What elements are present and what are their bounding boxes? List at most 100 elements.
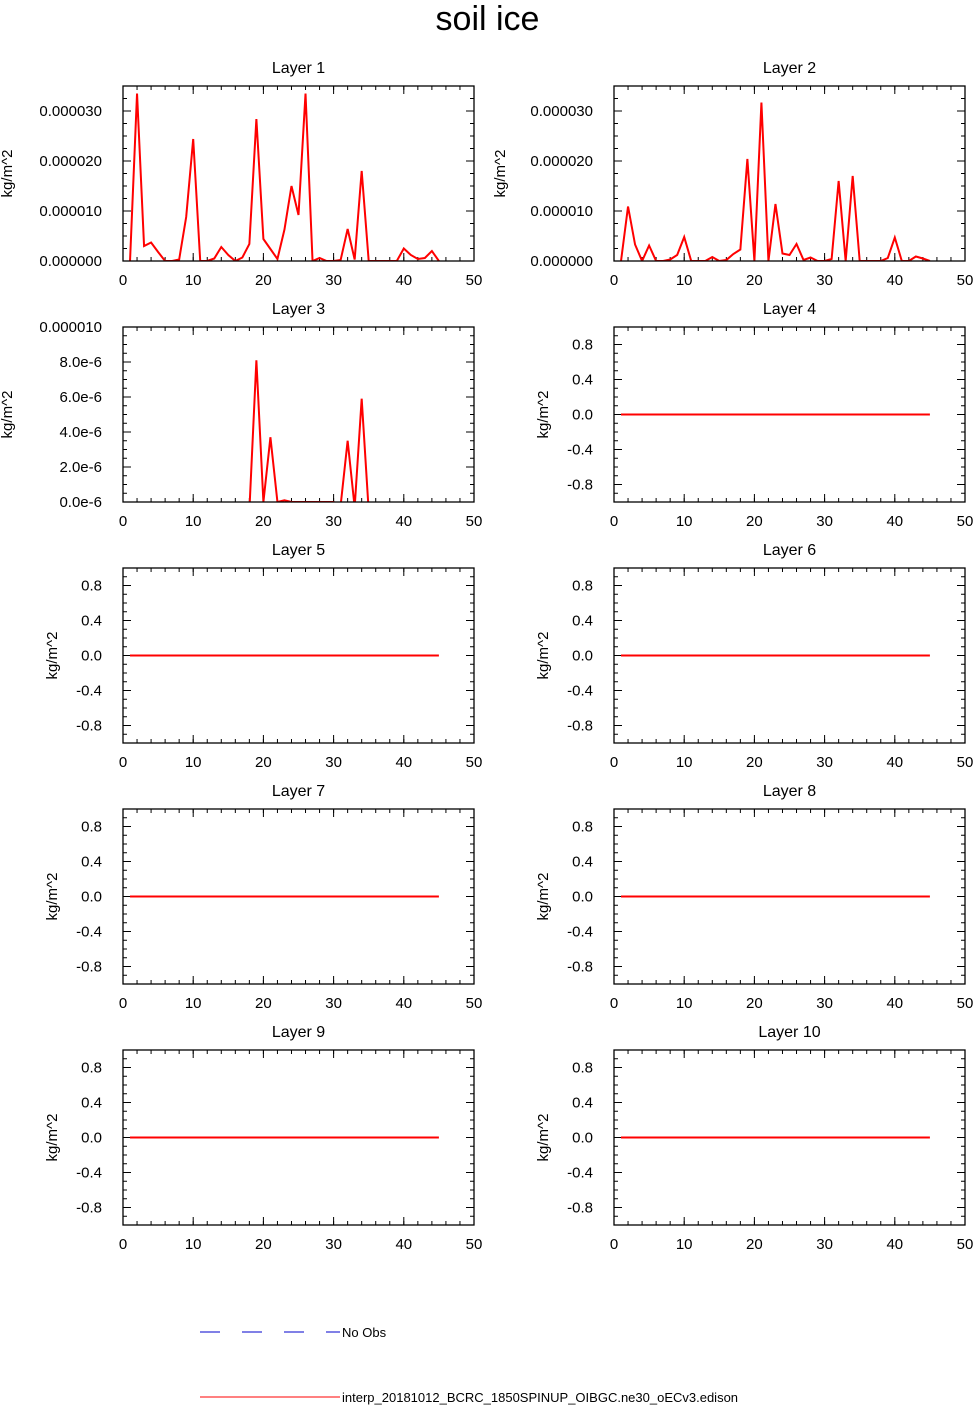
- x-tick-label: 50: [466, 1236, 483, 1253]
- y-tick-label: 0.0: [572, 1130, 593, 1147]
- x-tick-label: 10: [185, 754, 202, 771]
- x-tick-label: 40: [395, 272, 412, 289]
- x-tick-label: 30: [816, 754, 833, 771]
- x-tick-label: 50: [957, 995, 974, 1012]
- plot-frame: [613, 567, 966, 744]
- y-tick-label: 0.8: [572, 578, 593, 595]
- panel-title: Layer 2: [763, 60, 816, 77]
- y-tick-label: -0.8: [567, 959, 593, 976]
- panel-title: Layer 7: [272, 783, 325, 800]
- y-axis-label: kg/m^2: [535, 1114, 552, 1162]
- chart-panel-4: 0 10 20 30 40 50 -0.8 -0.4 0.0 0.4 0.8 Layer 4 kg/m^…: [535, 301, 973, 530]
- x-tick-label: 0: [119, 754, 127, 771]
- panel-title: Layer 3: [272, 301, 325, 318]
- y-tick-label: 0.000000: [530, 253, 593, 270]
- y-axis-label: kg/m^2: [492, 150, 509, 198]
- y-tick-label: -0.8: [76, 718, 102, 735]
- y-tick-label: 0.4: [572, 613, 593, 630]
- y-tick-label: 6.0e-6: [59, 389, 102, 406]
- y-tick-label: -0.4: [76, 1165, 102, 1182]
- y-axis-label: kg/m^2: [535, 391, 552, 439]
- chart-panel-9: 0 10 20 30 40 50 -0.8 -0.4 0.0 0.4 0.8 Layer 9 kg/m^…: [44, 1024, 482, 1253]
- x-tick-label: 40: [395, 1236, 412, 1253]
- x-tick-label: 10: [185, 1236, 202, 1253]
- chart-panel-7: 0 10 20 30 40 50 -0.8 -0.4 0.0 0.4 0.8 Layer 7 kg/m^…: [44, 783, 482, 1012]
- x-tick-label: 20: [746, 754, 763, 771]
- y-tick-label: 0.8: [572, 819, 593, 836]
- legend-obs-label: No Obs: [342, 1325, 387, 1340]
- plot-frame: [613, 85, 966, 262]
- x-tick-label: 40: [395, 754, 412, 771]
- y-tick-label: 0.000030: [530, 103, 593, 120]
- x-tick-label: 50: [957, 1236, 974, 1253]
- chart-panel-8: 0 10 20 30 40 50 -0.8 -0.4 0.0 0.4 0.8 Layer 8 kg/m^…: [535, 783, 973, 1012]
- y-tick-label: 0.0: [572, 889, 593, 906]
- y-axis-label: kg/m^2: [44, 632, 61, 680]
- x-tick-label: 30: [816, 995, 833, 1012]
- y-tick-label: -0.4: [567, 924, 593, 941]
- y-tick-label: 0.4: [572, 854, 593, 871]
- x-tick-label: 10: [676, 1236, 693, 1253]
- x-tick-label: 10: [676, 272, 693, 289]
- x-tick-label: 30: [325, 754, 342, 771]
- y-tick-label: -0.8: [567, 1200, 593, 1217]
- x-tick-label: 30: [816, 1236, 833, 1253]
- plot-frame: [122, 808, 475, 985]
- y-tick-label: -0.4: [567, 442, 593, 459]
- x-tick-label: 10: [676, 754, 693, 771]
- x-tick-label: 20: [255, 272, 272, 289]
- legend-model-line: [200, 1396, 340, 1398]
- chart-panel-2: 0 10 20 30 40 50 0.000000 0.000010 0.000020 0.000…: [492, 60, 973, 289]
- y-tick-label: 0.0: [572, 407, 593, 424]
- x-tick-label: 40: [395, 995, 412, 1012]
- x-tick-label: 0: [119, 1236, 127, 1253]
- plot-frame: [122, 326, 475, 503]
- x-tick-label: 40: [886, 995, 903, 1012]
- y-tick-label: 0.000010: [39, 319, 102, 336]
- panel-title: Layer 8: [763, 783, 816, 800]
- x-tick-label: 10: [185, 272, 202, 289]
- y-tick-label: 4.0e-6: [59, 424, 102, 441]
- series-line: [248, 360, 370, 502]
- y-axis-label: kg/m^2: [44, 873, 61, 921]
- y-tick-label: -0.4: [76, 683, 102, 700]
- x-tick-label: 30: [816, 513, 833, 530]
- x-tick-label: 20: [746, 1236, 763, 1253]
- x-tick-label: 10: [185, 995, 202, 1012]
- plot-frame: [122, 1049, 475, 1226]
- x-tick-label: 50: [466, 513, 483, 530]
- y-tick-label: 0.000030: [39, 103, 102, 120]
- y-tick-label: 0.0: [81, 889, 102, 906]
- y-tick-label: -0.4: [567, 683, 593, 700]
- x-tick-label: 40: [395, 513, 412, 530]
- y-axis-label: kg/m^2: [0, 150, 16, 198]
- y-tick-label: 0.000020: [530, 153, 593, 170]
- y-tick-label: -0.8: [567, 718, 593, 735]
- y-tick-label: 0.8: [572, 1060, 593, 1077]
- x-tick-label: 40: [886, 754, 903, 771]
- x-tick-label: 40: [886, 513, 903, 530]
- x-tick-label: 50: [466, 754, 483, 771]
- plot-frame: [613, 1049, 966, 1226]
- x-tick-label: 0: [119, 513, 127, 530]
- y-axis-label: kg/m^2: [44, 1114, 61, 1162]
- chart-panel-1: 0 10 20 30 40 50 0.000000 0.000010 0.000020 0.000…: [0, 60, 482, 289]
- y-tick-label: -0.8: [76, 959, 102, 976]
- x-tick-label: 20: [255, 754, 272, 771]
- x-tick-label: 30: [325, 995, 342, 1012]
- y-tick-label: 0.000020: [39, 153, 102, 170]
- x-tick-label: 0: [610, 272, 618, 289]
- panel-title: Layer 6: [763, 542, 816, 559]
- y-tick-label: 0.4: [572, 372, 593, 389]
- y-tick-label: -0.8: [567, 477, 593, 494]
- y-tick-label: 0.000010: [530, 203, 593, 220]
- y-tick-label: 0.8: [81, 578, 102, 595]
- legend-obs-line: [200, 1331, 340, 1333]
- x-tick-label: 40: [886, 272, 903, 289]
- panel-title: Layer 5: [272, 542, 325, 559]
- x-tick-label: 0: [610, 754, 618, 771]
- y-axis-label: kg/m^2: [0, 391, 16, 439]
- y-tick-label: -0.8: [76, 1200, 102, 1217]
- panel-title: Layer 10: [758, 1024, 820, 1041]
